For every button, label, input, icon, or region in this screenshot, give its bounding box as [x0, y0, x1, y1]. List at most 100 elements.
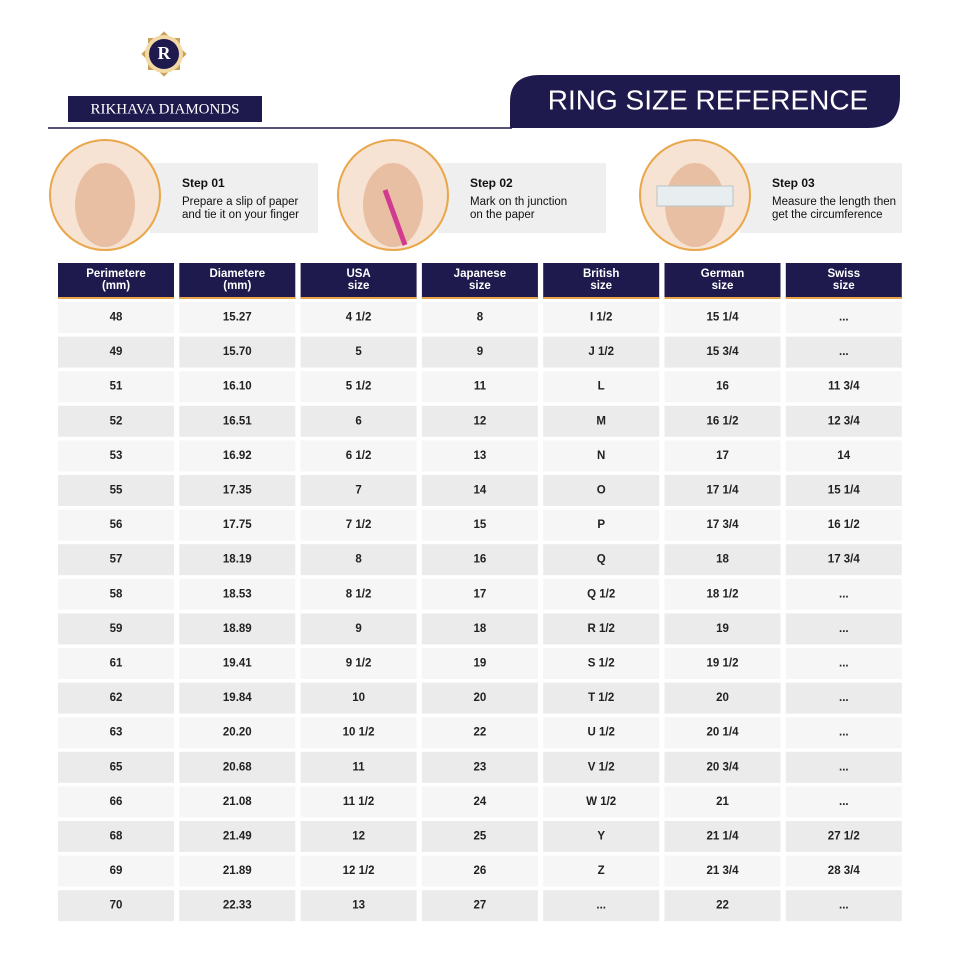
cell-text: 8 — [355, 554, 362, 566]
cell-text: 11 — [353, 761, 366, 773]
cell-text: ... — [839, 900, 849, 912]
header-underline — [664, 297, 781, 299]
table-cell — [421, 717, 538, 749]
table-cell — [664, 405, 781, 437]
column-header-text: Japanese — [454, 268, 506, 280]
cell-text: T 1/2 — [588, 692, 614, 704]
table-cell — [543, 717, 660, 749]
table-cell — [543, 578, 660, 610]
cell-text: 16 1/2 — [707, 415, 739, 427]
cell-text: ... — [839, 796, 849, 808]
table-cell — [785, 786, 902, 818]
table-cell — [300, 855, 417, 887]
cell-text: 63 — [110, 727, 123, 739]
cell-text: 69 — [110, 865, 123, 877]
table-cell — [300, 405, 417, 437]
cell-text: 18.89 — [223, 623, 252, 635]
cell-text: ... — [839, 588, 849, 600]
table-cell — [664, 786, 781, 818]
table-cell — [300, 440, 417, 472]
cell-text: 17 3/4 — [828, 554, 861, 566]
cell-text: 19 — [474, 658, 487, 670]
table-cell — [664, 717, 781, 749]
cell-text: ... — [596, 900, 606, 912]
cell-text: 9 — [477, 346, 483, 358]
step-label: Step 02 — [470, 176, 513, 190]
column-header-text: German — [701, 268, 744, 280]
cell-text: 15.27 — [223, 312, 252, 324]
table-cell — [543, 440, 660, 472]
cell-text: 51 — [110, 381, 123, 393]
table-cell — [58, 821, 174, 852]
cell-text: 53 — [110, 450, 123, 462]
cell-text: 13 — [474, 450, 487, 462]
table-cell — [543, 821, 660, 852]
table-cell — [58, 855, 174, 887]
cell-text: 20.20 — [223, 727, 252, 739]
column-header-text: British — [583, 268, 619, 280]
cell-text: 12 — [474, 415, 487, 427]
table-cell — [179, 509, 296, 541]
cell-text: R 1/2 — [587, 623, 615, 635]
cell-text: 56 — [110, 519, 123, 531]
cell-text: Q 1/2 — [587, 588, 615, 600]
cell-text: 18.19 — [223, 554, 252, 566]
cell-text: 17.75 — [223, 519, 252, 531]
table-cell — [543, 890, 660, 922]
column-header — [58, 263, 174, 299]
table-cell — [300, 648, 417, 679]
header-underline — [179, 297, 296, 299]
cell-text: 15.70 — [223, 346, 252, 358]
cell-text: 6 1/2 — [346, 450, 372, 462]
table-cell — [300, 336, 417, 368]
table-cell — [664, 336, 781, 368]
table-cell — [421, 440, 538, 472]
table-cell — [785, 751, 902, 783]
column-header-text: (mm) — [223, 280, 251, 292]
cell-text: 61 — [110, 658, 123, 670]
table-cell — [421, 786, 538, 818]
cell-text: 19 1/2 — [707, 658, 739, 670]
cell-text: 9 1/2 — [346, 658, 372, 670]
table-cell — [179, 405, 296, 437]
cell-text: 19.41 — [223, 658, 252, 670]
table-cell — [421, 890, 538, 922]
column-header-text: size — [712, 280, 734, 292]
cell-text: N — [597, 450, 605, 462]
cell-text: W 1/2 — [586, 796, 616, 808]
table-cell — [179, 786, 296, 818]
cell-text: L — [598, 381, 605, 393]
table-cell — [664, 751, 781, 783]
table-cell — [785, 509, 902, 541]
cell-text: 22 — [474, 727, 487, 739]
cell-text: O — [597, 485, 606, 497]
table-cell — [58, 440, 174, 472]
table-cell — [421, 302, 538, 333]
table-cell — [664, 648, 781, 679]
page-title: RING SIZE REFERENCE — [548, 84, 868, 115]
table-cell — [58, 613, 174, 645]
table-cell — [543, 855, 660, 887]
cell-text: 48 — [110, 312, 123, 324]
cell-text: 18 1/2 — [707, 588, 739, 600]
table-cell — [421, 336, 538, 368]
table-cell — [179, 336, 296, 368]
cell-text: 20 — [474, 692, 487, 704]
logo-band — [68, 96, 262, 122]
table-cell — [300, 544, 417, 576]
cell-text: 15 3/4 — [707, 346, 740, 358]
table-cell — [664, 855, 781, 887]
cell-text: 14 — [837, 450, 850, 462]
table-cell — [664, 475, 781, 506]
column-header — [664, 263, 781, 299]
cell-text: S 1/2 — [588, 658, 615, 670]
cell-text: ... — [839, 346, 849, 358]
table-cell — [543, 475, 660, 506]
cell-text: 59 — [110, 623, 123, 635]
table-cell — [421, 821, 538, 852]
cell-text: 10 1/2 — [343, 727, 375, 739]
step-text: get the circumference — [772, 209, 883, 221]
cell-text: 19 — [716, 623, 729, 635]
table-cell — [543, 302, 660, 333]
table-cell — [58, 786, 174, 818]
